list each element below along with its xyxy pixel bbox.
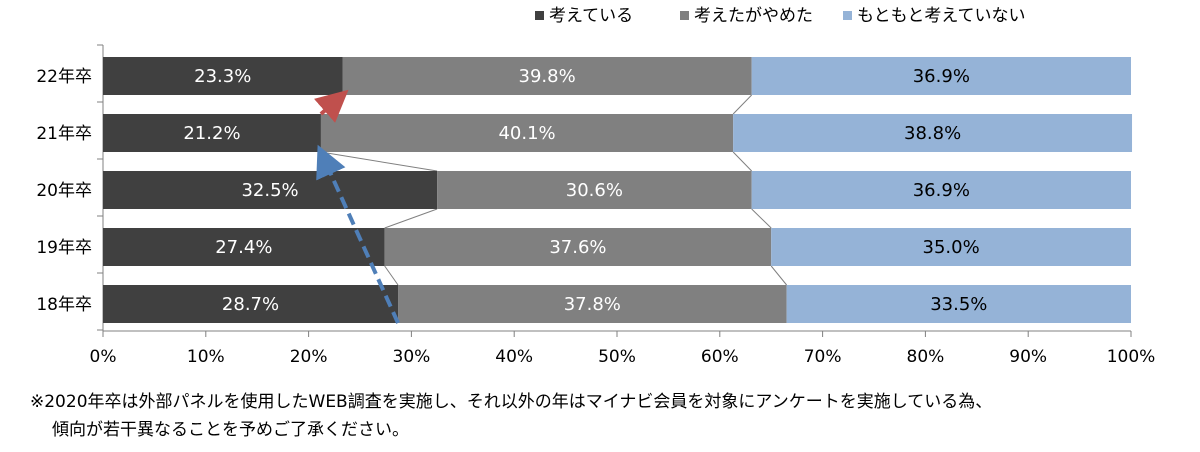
- trend-arrows: [313, 89, 400, 324]
- category-labels: 22年卒 21年卒 20年卒 19年卒 18年卒: [36, 67, 92, 315]
- bar-segment: [771, 228, 1131, 266]
- data-label: 21.2%: [183, 123, 240, 144]
- bar-segment: [398, 285, 787, 323]
- bar-segment: [342, 57, 752, 95]
- x-axis: 0% 10% 20% 30% 40% 50% 60% 70% 80% 90% 100%: [90, 44, 1156, 367]
- legend: 考えている 考えたがやめた もともと考えていない: [535, 6, 1025, 26]
- bar-segment: [751, 171, 1131, 209]
- x-tick-label: 30%: [393, 347, 431, 367]
- x-tick-label: 0%: [90, 347, 117, 367]
- category-label: 22年卒: [36, 67, 92, 87]
- data-labels: 23.3% 39.8% 36.9% 21.2% 40.1% 38.8% 32.5% 30.6%…: [183, 66, 987, 315]
- data-label: 30.6%: [566, 180, 623, 201]
- category-label: 18年卒: [36, 295, 92, 315]
- footnote-line-2: 傾向が若干異なることを予めご了承ください。: [52, 420, 409, 440]
- bar-segment: [103, 285, 399, 323]
- legend-label-1: 考えている: [549, 6, 633, 26]
- series-line: [384, 208, 438, 229]
- series-line: [732, 151, 753, 172]
- data-label: 23.3%: [194, 66, 251, 87]
- footnote-line-1: ※2020年卒は外部パネルを使用したWEB調査を実施し、それ以外の年はマイナビ会…: [30, 392, 993, 412]
- bar-segment: [320, 114, 734, 152]
- x-tick-label: 20%: [290, 347, 328, 367]
- chart-svg: 考えている 考えたがやめた もともと考えていない 0% 10% 20% 30% 40% 50%…: [36, 6, 1156, 367]
- category-label: 20年卒: [36, 181, 92, 201]
- data-label: 36.9%: [913, 180, 970, 201]
- data-label: 37.8%: [564, 294, 621, 315]
- bar-segment: [751, 57, 1131, 95]
- series-line: [751, 208, 772, 229]
- data-label: 32.5%: [241, 180, 298, 201]
- data-label: 27.4%: [215, 237, 272, 258]
- series-line: [732, 94, 753, 115]
- bar-segment: [103, 228, 385, 266]
- x-tick-label: 10%: [187, 347, 225, 367]
- x-tick-label: 90%: [1009, 347, 1047, 367]
- legend-swatch-2: [680, 11, 689, 20]
- bar-segment: [103, 114, 321, 152]
- x-tick-label: 60%: [701, 347, 739, 367]
- data-label: 36.9%: [913, 66, 970, 87]
- data-label: 37.6%: [549, 237, 606, 258]
- bar-segment: [786, 285, 1131, 323]
- series-line: [384, 265, 399, 286]
- data-label: 40.1%: [498, 123, 555, 144]
- data-label: 35.0%: [923, 237, 980, 258]
- blue-trend-arrow: [316, 144, 400, 324]
- x-tick-label: 80%: [907, 347, 945, 367]
- category-label: 19年卒: [36, 238, 92, 258]
- data-label: 28.7%: [222, 294, 279, 315]
- legend-swatch-1: [535, 11, 544, 20]
- category-label: 21年卒: [36, 124, 92, 144]
- bar-segment: [103, 171, 438, 209]
- bar-segment: [437, 171, 752, 209]
- legend-swatch-3: [843, 11, 852, 20]
- series-line: [320, 151, 438, 172]
- data-label: 39.8%: [519, 66, 576, 87]
- x-tick-label: 70%: [804, 347, 842, 367]
- bars: [103, 57, 1133, 323]
- data-label: 38.8%: [904, 123, 961, 144]
- red-trend-arrow: [313, 89, 349, 123]
- x-tick-label: 50%: [598, 347, 636, 367]
- legend-label-2: 考えたがやめた: [694, 6, 813, 26]
- legend-label-3: もともと考えていない: [857, 6, 1025, 26]
- x-tick-label: 100%: [1107, 347, 1156, 367]
- series-line: [770, 265, 788, 286]
- bar-segment: [103, 57, 343, 95]
- bar-segment: [384, 228, 772, 266]
- data-label: 33.5%: [930, 294, 987, 315]
- bar-segment: [733, 114, 1133, 152]
- x-tick-label: 40%: [495, 347, 533, 367]
